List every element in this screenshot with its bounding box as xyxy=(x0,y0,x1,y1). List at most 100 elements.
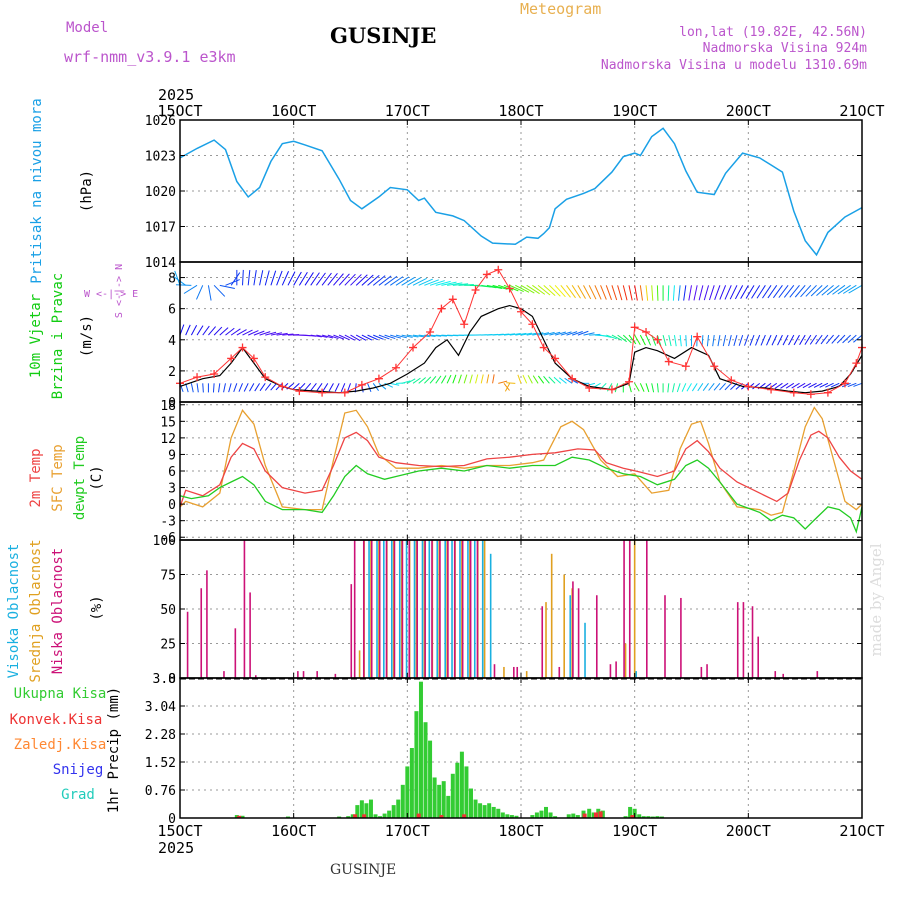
wind-arrow xyxy=(395,276,410,286)
wind-arrow xyxy=(847,382,857,388)
year-top: 2025 xyxy=(158,86,194,104)
wind-arrow xyxy=(183,284,198,294)
wind-arrow xyxy=(412,377,421,384)
y-tick-label: 0 xyxy=(168,396,176,411)
gust-marker xyxy=(227,354,236,363)
precip-bar xyxy=(628,806,633,818)
precip-bar xyxy=(530,815,535,818)
y-tick-label: 18 xyxy=(160,399,176,414)
wind-label-2: Brzina i Pravac xyxy=(50,273,66,399)
wind-arrow xyxy=(583,285,592,300)
wind-arrow xyxy=(605,285,612,300)
wind-arrow xyxy=(219,284,235,290)
wind-arrow xyxy=(622,334,632,344)
y-tick-label: 1023 xyxy=(145,150,176,165)
wind-arrow xyxy=(498,333,510,336)
wind-arrow xyxy=(212,383,215,393)
wind-arrow xyxy=(553,376,562,384)
wind-arrow xyxy=(756,285,766,299)
wind-arrow xyxy=(435,334,447,337)
y-tick-label: 9 xyxy=(168,448,176,463)
wind-arrow xyxy=(190,383,194,393)
cloud-unit: (%) xyxy=(89,595,105,620)
wind-arrow xyxy=(418,377,426,384)
wind-arrow xyxy=(346,383,351,393)
wind-arrow xyxy=(706,335,710,347)
wind-unit: (m/s) xyxy=(79,315,95,357)
conv-precip-bar xyxy=(594,812,599,818)
gust-marker xyxy=(437,304,446,313)
x-tick-label-bottom: 18OCT xyxy=(498,822,543,840)
conv-precip-bar xyxy=(439,815,444,818)
wind-arrow xyxy=(532,284,546,295)
y-tick-label: 3.04 xyxy=(145,700,176,715)
wind-arrow xyxy=(589,333,601,336)
wind-arrow xyxy=(242,329,253,336)
precip-bar xyxy=(414,711,419,818)
wind-arrow xyxy=(681,383,687,392)
wind-arrow xyxy=(745,285,755,299)
precip-bar xyxy=(637,814,642,818)
wind-arrow xyxy=(662,334,667,347)
wind-arrow xyxy=(809,334,817,345)
wind-arrow xyxy=(230,272,241,286)
wind-arrow xyxy=(766,334,772,346)
wind-arrow xyxy=(378,334,390,340)
wind-arrow xyxy=(724,382,732,391)
x-tick-label-top: 16OCT xyxy=(271,102,316,120)
wind-arrow xyxy=(228,383,232,393)
wind-arrow xyxy=(361,274,374,286)
temp-unit: (C) xyxy=(89,465,105,490)
y-tick-label: 1014 xyxy=(145,256,176,271)
wind-arrow xyxy=(264,270,270,286)
wind-arrow xyxy=(831,334,840,344)
wind-arrow xyxy=(793,334,800,346)
wind-arrow xyxy=(378,275,392,286)
wind-arrow xyxy=(611,285,618,301)
wind-arrow xyxy=(390,334,402,339)
wind-arrow xyxy=(418,334,430,338)
precip-bar xyxy=(382,813,387,818)
wind-arrow xyxy=(327,334,339,340)
y-tick-label: 0 xyxy=(168,672,176,687)
gust-marker xyxy=(727,376,736,385)
gust-marker xyxy=(568,374,577,383)
wind-arrow xyxy=(554,331,567,336)
wind-arrow xyxy=(668,335,672,347)
footer-location: GUSINJE xyxy=(330,862,397,878)
precip-bar xyxy=(364,803,369,818)
wind-arrow xyxy=(645,285,649,301)
wind-arrow xyxy=(656,383,659,393)
wind-arrow xyxy=(481,284,497,289)
wind-arrow xyxy=(452,374,457,384)
wind-arrow xyxy=(219,327,229,336)
wind-arrow xyxy=(509,284,524,293)
wind-arrow xyxy=(729,285,738,300)
wind-arrow xyxy=(441,281,457,286)
wind-arrow xyxy=(333,273,344,286)
conv-precip-bar xyxy=(353,814,358,818)
pressure-line xyxy=(179,127,863,257)
wind-arrow xyxy=(367,334,378,341)
wind-arrow xyxy=(247,269,251,286)
conv-precip-bar xyxy=(362,814,367,818)
wind-arrow xyxy=(322,383,329,392)
watermark: made by Angel xyxy=(867,543,885,656)
conv-precip-bar xyxy=(598,811,603,818)
wind-arrow xyxy=(264,383,272,391)
wind-arrow xyxy=(794,285,806,298)
wind-arrow xyxy=(808,382,817,389)
precip-bar xyxy=(428,740,433,818)
precip-bar xyxy=(405,766,410,818)
wind-arrow xyxy=(571,285,581,299)
gust-marker xyxy=(505,284,514,293)
precip-bar xyxy=(234,815,239,818)
wind-arrow xyxy=(517,374,522,384)
wind-arrow xyxy=(791,382,800,389)
panel-frame-precipitation xyxy=(179,677,863,819)
wind-arrow xyxy=(537,375,545,384)
wind-arrow xyxy=(837,284,851,295)
wind-arrow xyxy=(685,335,687,347)
gust-marker xyxy=(340,388,349,397)
wind-arrow xyxy=(520,284,535,294)
